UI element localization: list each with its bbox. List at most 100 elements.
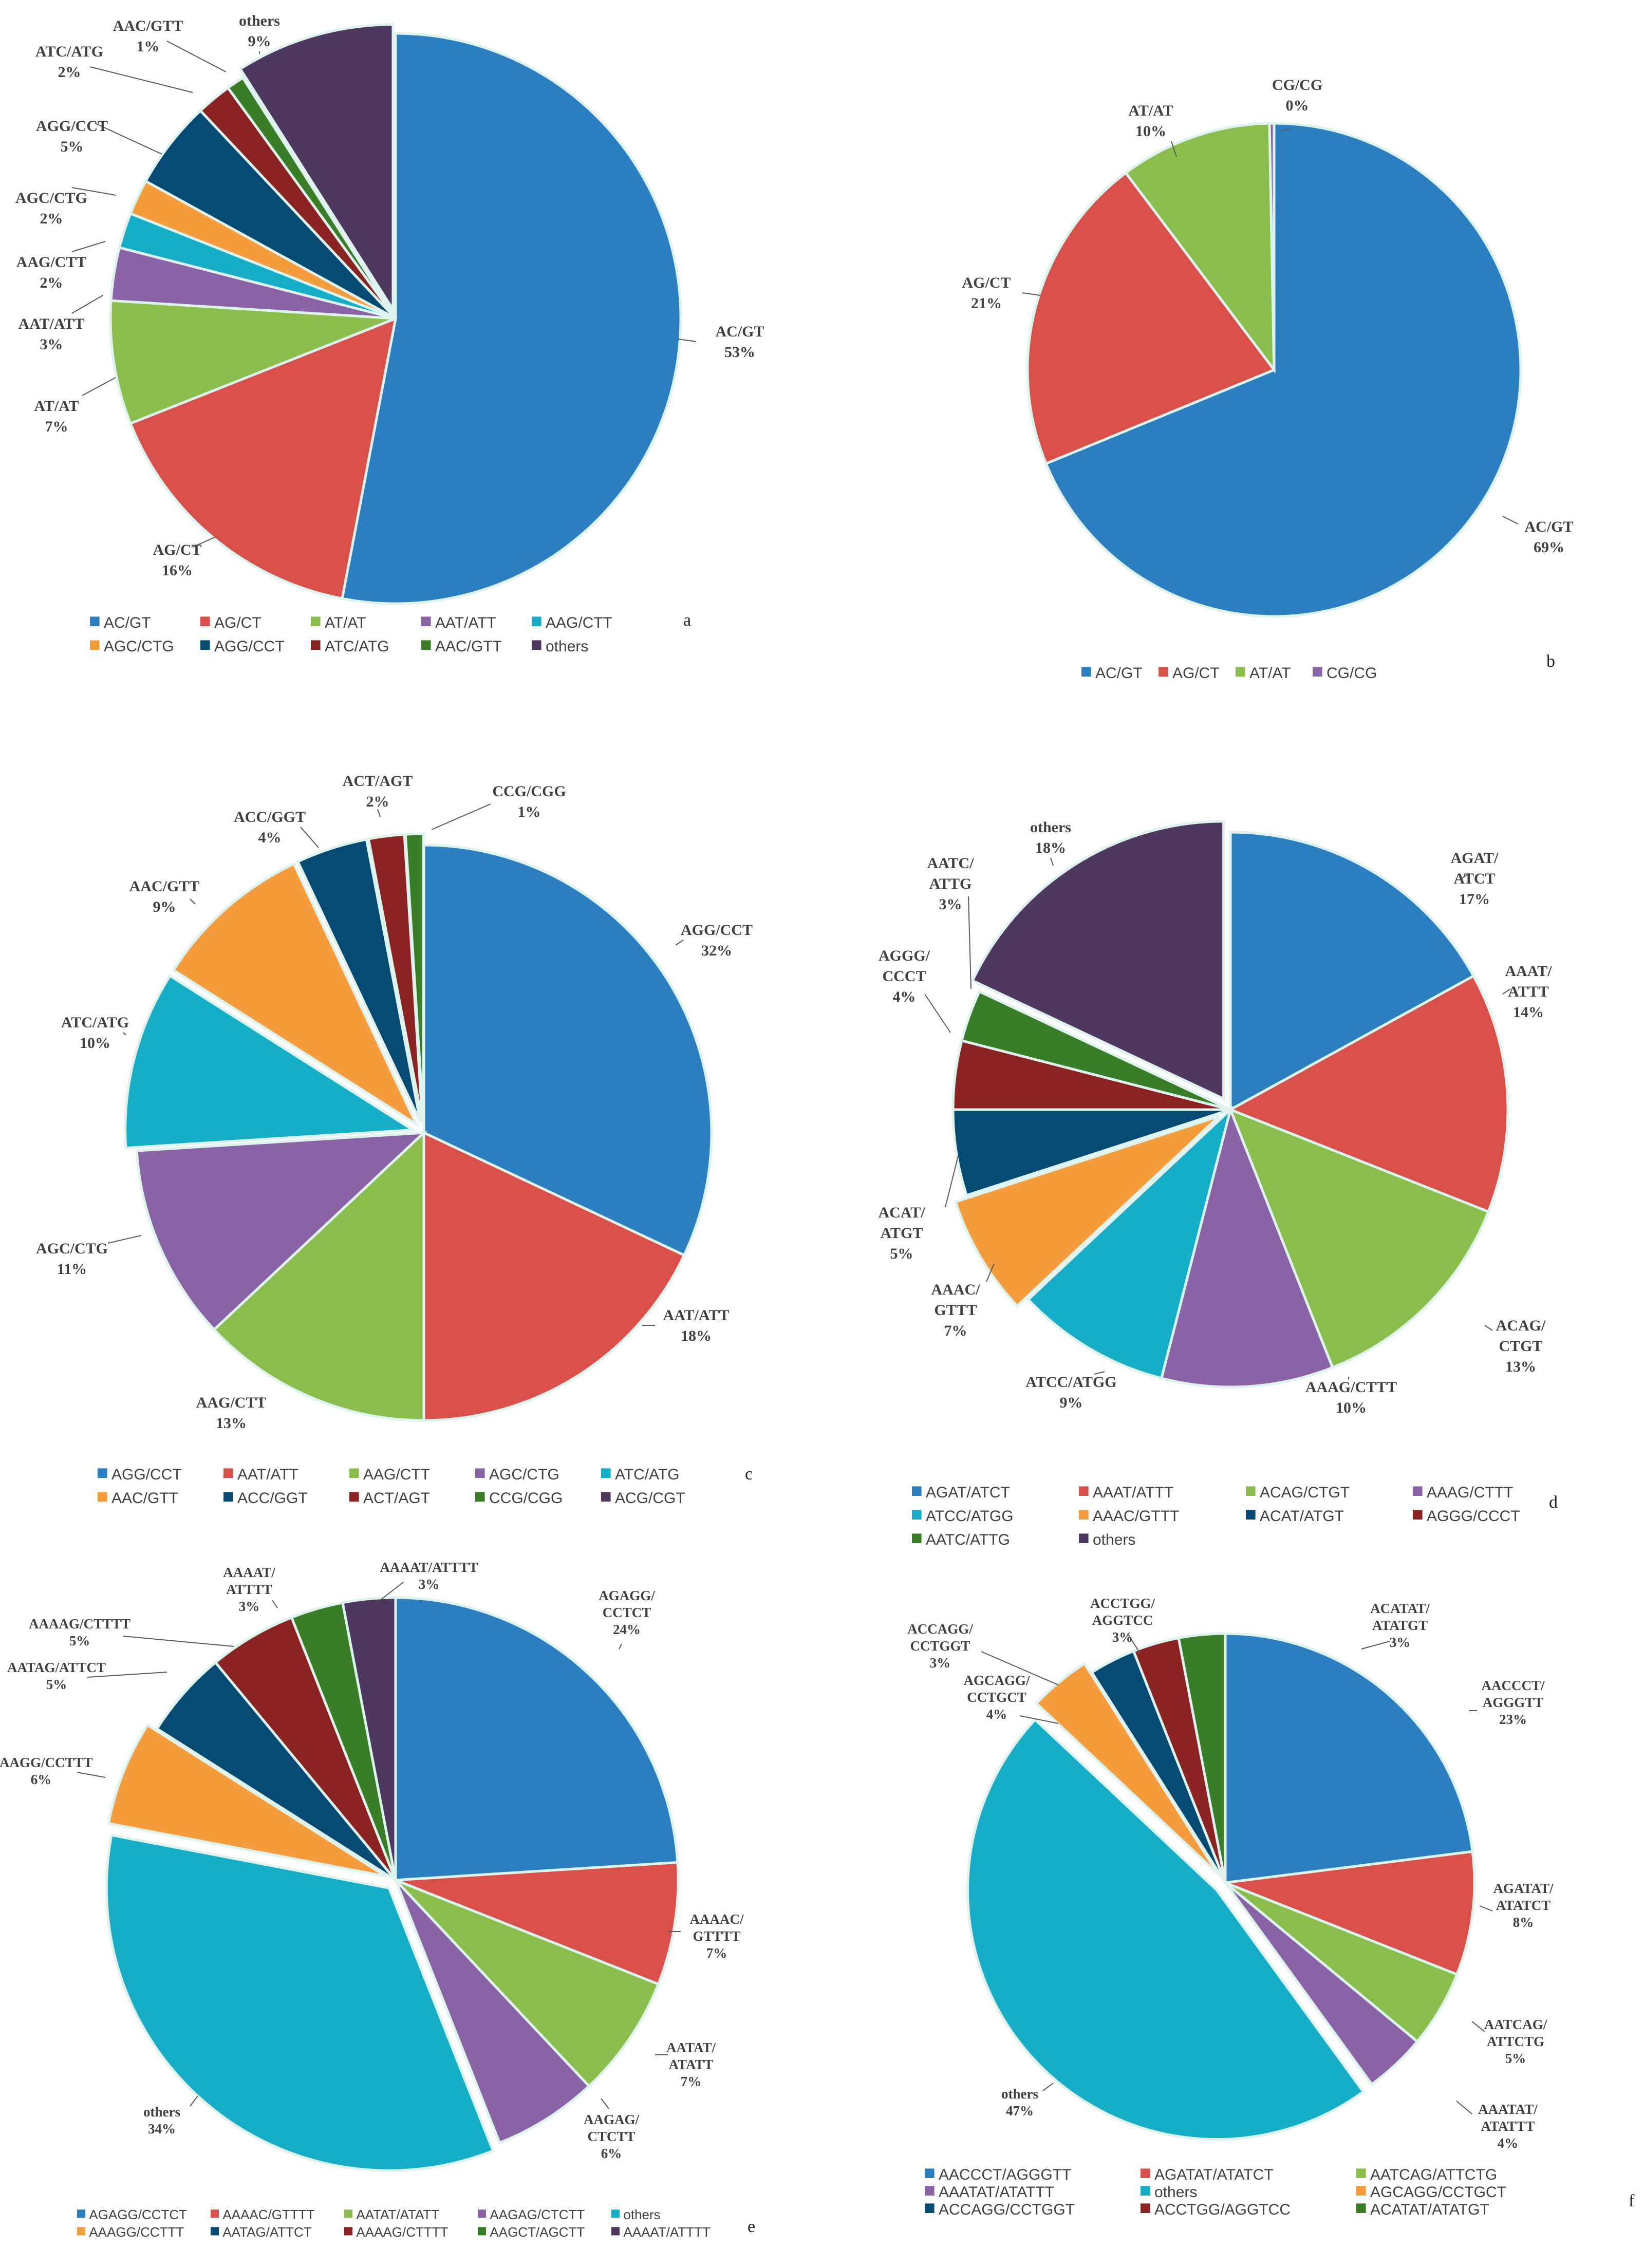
legend-label: AATC/ATTG xyxy=(926,1531,1010,1548)
pie-slice-agagg-cctct xyxy=(394,1596,679,1882)
legend-label: AT/AT xyxy=(1249,665,1291,682)
legend-swatch xyxy=(421,640,431,650)
pie-slice-aag-ctt xyxy=(212,1130,425,1422)
data-label: AAAG/CTTT 10% xyxy=(1305,1379,1397,1416)
pie-slice-aaaag-ctttt xyxy=(213,1616,397,1881)
pie-slice-others xyxy=(970,820,1225,1101)
data-label: AC/GT 53% xyxy=(715,323,764,361)
leader-line xyxy=(71,241,106,252)
leader-line xyxy=(981,1651,1059,1685)
legend-swatch xyxy=(1141,2186,1150,2196)
legend-label: AGG/CCT xyxy=(111,1466,182,1483)
legend-label: AGAGG/CCTCT xyxy=(89,2207,187,2222)
data-label: AAG/CTT 13% xyxy=(196,1394,267,1432)
leader-line xyxy=(924,994,951,1033)
legend-label: AAT/ATT xyxy=(435,614,496,631)
panel-letter: d xyxy=(1549,1493,1558,1512)
panel-letter: a xyxy=(683,611,691,630)
leader-line xyxy=(675,940,684,946)
data-label: AAAC/GTTT 7% xyxy=(931,1281,981,1339)
data-label: AG/CT 21% xyxy=(962,274,1011,312)
leader-line xyxy=(1094,1371,1105,1375)
leader-line xyxy=(945,1155,959,1208)
legend-label: AAAG/CTTT xyxy=(1427,1484,1513,1501)
legend-swatch xyxy=(311,616,321,626)
data-label: AAT/ATT 18% xyxy=(663,1307,730,1344)
legend-swatch xyxy=(1141,2203,1150,2213)
data-label: AAT/ATT 3% xyxy=(18,315,85,353)
data-label: others 34% xyxy=(143,2104,180,2136)
legend-label: AAGAG/CTCTT xyxy=(490,2207,585,2222)
pie-slice-aaag-cttt xyxy=(1160,1105,1335,1389)
legend-label: AAAAG/CTTTT xyxy=(356,2224,448,2240)
pie-slice-ac-gt xyxy=(1044,122,1522,618)
legend-label: others xyxy=(1093,1531,1135,1548)
legend-label: CG/CG xyxy=(1327,665,1377,682)
data-label: AGGG/CCCT 4% xyxy=(879,947,930,1005)
legend-label: AGC/CTG xyxy=(104,638,174,655)
legend-label: AAAAC/GTTTT xyxy=(222,2207,314,2222)
legend-swatch xyxy=(344,2227,353,2236)
data-label: AATAG/ATTCT 5% xyxy=(7,1660,106,1692)
leader-line xyxy=(1050,857,1054,866)
legend-label: AC/GT xyxy=(1095,665,1143,682)
legend-swatch xyxy=(349,1468,359,1478)
leader-line xyxy=(986,1263,995,1282)
pie-slice-acag-ctgt xyxy=(1228,1107,1490,1370)
pie-slice-acc-ggt xyxy=(296,838,422,1123)
leader-line xyxy=(1042,2083,1054,2091)
legend-swatch xyxy=(90,616,100,626)
data-label: ACATAT/ATATGT 3% xyxy=(1370,1601,1430,1650)
pie-slice-aac-gtt xyxy=(172,862,420,1128)
legend-label: AATAT/ATATT xyxy=(356,2207,439,2222)
legend-label: ACATAT/ATATGT xyxy=(1370,2201,1489,2218)
data-label: AATC/ATTG 3% xyxy=(927,855,974,913)
legend-label: ATC/ATG xyxy=(615,1466,680,1483)
pie-slice-aaac-gttt xyxy=(954,1115,1221,1308)
leader-line xyxy=(123,1032,126,1036)
data-label: AG/CT 16% xyxy=(153,541,201,579)
data-label: AAATAT/ATATTT 4% xyxy=(1478,2102,1538,2151)
leader-line xyxy=(380,1582,404,1601)
pie-slice-aatc-attg xyxy=(960,989,1231,1111)
legend-label: ACG/CGT xyxy=(615,1490,685,1507)
legend-label: AGATAT/ATATCT xyxy=(1154,2166,1274,2183)
legend-label: ACAT/ATGT xyxy=(1260,1508,1344,1525)
leader-line xyxy=(377,809,381,817)
legend-label: AAAT/ATTT xyxy=(1093,1484,1173,1501)
legend-swatch xyxy=(925,2168,935,2178)
pie-slice-aaagg-ccttt xyxy=(107,1723,387,1878)
legend-swatch xyxy=(1356,2186,1366,2196)
legend-swatch xyxy=(1079,1533,1089,1543)
pie-slice-ccg-cgg xyxy=(404,832,425,1122)
legend-swatch xyxy=(200,640,210,650)
legend-swatch xyxy=(611,2209,620,2218)
legend-swatch xyxy=(1081,667,1091,677)
data-label: AACCCT/AGGGTT 23% xyxy=(1481,1678,1545,1727)
pie-slice-aatag-attct xyxy=(155,1660,397,1882)
data-label: others 18% xyxy=(1030,819,1071,856)
legend-swatch xyxy=(611,2227,620,2236)
data-label: AAAAT/ATTTT 3% xyxy=(380,1560,478,1592)
data-label: AATCAG/ATTCTG 5% xyxy=(1484,2017,1547,2066)
leader-line xyxy=(1471,2021,1485,2032)
legend-label: AATAG/ATTCT xyxy=(222,2224,311,2240)
leader-line xyxy=(192,536,216,548)
legend-swatch xyxy=(912,1486,922,1496)
legend-swatch xyxy=(1413,1510,1423,1520)
panel-letter: e xyxy=(748,2217,755,2236)
data-label: ACAT/ATGT 5% xyxy=(878,1204,925,1262)
data-label: AAAT/ATTT 14% xyxy=(1505,963,1552,1021)
pie-slice-atcc-atgg xyxy=(1026,1105,1233,1380)
leader-line xyxy=(123,1636,234,1647)
data-label: AGG/CCT 32% xyxy=(681,922,753,959)
legend-label: ACAG/CTGT xyxy=(1260,1484,1350,1501)
data-label: CCG/CGG 1% xyxy=(492,783,566,820)
legend-label: ACCAGG/CCTGGT xyxy=(939,2201,1075,2218)
leader-line xyxy=(300,827,319,848)
leader-line xyxy=(1022,292,1041,296)
legend-label: ACCTGG/AGGTCC xyxy=(1154,2201,1291,2218)
leader-line xyxy=(1456,2101,1472,2114)
legend-label: AGC/CTG xyxy=(489,1466,559,1483)
